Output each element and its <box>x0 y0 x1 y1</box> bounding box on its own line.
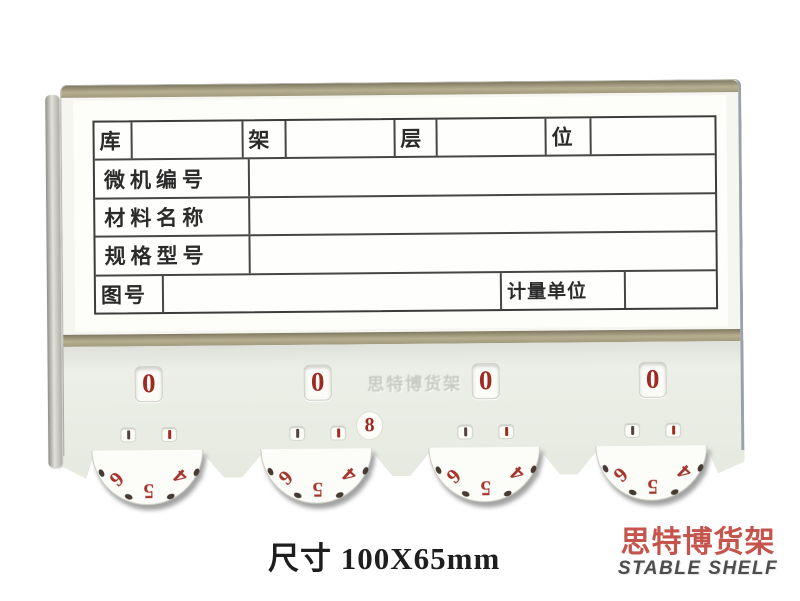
index-slot <box>499 424 514 439</box>
counter-section: 思特博货架 0 0 0 0 8 <box>62 340 745 457</box>
index-slot <box>121 428 136 442</box>
holder-body: 库 架 层 位 微机编号 <box>60 78 745 506</box>
label-frame: 库 架 层 位 微机编号 <box>60 78 744 347</box>
unit-label: 计量单位 <box>501 271 627 310</box>
index-slot <box>625 423 640 438</box>
cell-rack-label: 架 <box>243 120 287 158</box>
wheel-disc: 6 5 4 <box>595 445 708 502</box>
drawing-no-label: 图号 <box>95 275 165 313</box>
cell-position-label: 位 <box>546 118 592 156</box>
cell-layer-label: 层 <box>395 119 439 157</box>
edge-tab <box>541 451 596 474</box>
index-slot <box>290 426 305 440</box>
brand-logo: 思特博货架 STABLE SHELF <box>602 527 794 578</box>
counter-window-4: 0 <box>638 361 667 398</box>
cell-rack-value <box>286 120 396 158</box>
spec-model-value <box>250 232 715 272</box>
brand-name-english: STABLE SHELF <box>617 557 779 579</box>
counter-window-3: 0 <box>471 363 500 400</box>
label-table: 库 架 层 位 微机编号 <box>92 115 719 315</box>
thumb-wheel-3[interactable]: 6 5 4 <box>428 446 543 506</box>
wheel-digit: 6 <box>608 462 633 488</box>
wheel-digit: 4 <box>672 459 697 485</box>
table-row-location: 库 架 层 位 <box>94 117 715 162</box>
embossed-watermark: 思特博货架 <box>367 374 463 395</box>
wheel-disc: 6 5 4 <box>428 446 541 503</box>
drawing-no-value <box>163 272 503 313</box>
wheel-disc: 6 5 4 <box>260 448 373 505</box>
wheel-digit: 5 <box>143 479 155 504</box>
wheel-disc: 6 5 4 <box>91 449 204 506</box>
edge-tab <box>708 450 744 473</box>
index-slot <box>331 426 346 440</box>
cell-position-value <box>591 117 715 154</box>
index-slot <box>666 423 681 437</box>
wheel-digit: 5 <box>480 476 492 501</box>
wheel-digit: 4 <box>505 461 530 487</box>
computer-no-label: 微机编号 <box>94 159 251 198</box>
size-caption: 尺寸 100X65mm <box>268 541 501 576</box>
table-row-drawing-no: 图号 计量单位 <box>95 271 716 313</box>
table-row-material-name: 材料名称 <box>95 194 716 238</box>
brand-name-chinese: 思特博货架 <box>620 526 776 559</box>
cell-warehouse-label: 库 <box>94 122 134 160</box>
wheel-digit: 6 <box>441 464 466 489</box>
label-paper: 库 架 层 位 微机编号 <box>73 95 729 332</box>
wheel-digit: 6 <box>273 465 298 491</box>
extra-digit-window: 8 <box>356 412 383 440</box>
index-slot <box>458 425 473 439</box>
counter-window-1: 0 <box>134 366 163 403</box>
edge-tab <box>63 456 93 479</box>
material-name-label: 材料名称 <box>95 198 251 236</box>
counter-window-2: 0 <box>303 364 332 401</box>
wheel-digit: 5 <box>647 474 659 499</box>
cell-layer-value <box>437 118 547 157</box>
computer-no-value <box>250 156 715 196</box>
magnetic-label-holder: 库 架 层 位 微机编号 <box>44 78 750 517</box>
wheel-digit: 4 <box>337 462 362 488</box>
index-slot <box>162 427 177 442</box>
table-row-computer-no: 微机编号 <box>94 155 716 200</box>
table-row-spec-model: 规格型号 <box>95 232 716 277</box>
thumb-wheel-1[interactable]: 6 5 4 <box>91 449 206 509</box>
material-name-value <box>250 194 715 234</box>
wheel-digit: 4 <box>168 464 193 490</box>
unit-value <box>626 271 716 308</box>
wheel-digit: 5 <box>312 477 324 502</box>
thumb-wheel-2[interactable]: 6 5 4 <box>260 448 375 507</box>
thumb-wheel-4[interactable]: 6 5 4 <box>595 445 710 504</box>
wheel-digit: 6 <box>104 466 129 492</box>
cell-warehouse-value <box>132 121 244 159</box>
edge-tab <box>373 453 429 476</box>
spec-model-label: 规格型号 <box>95 236 251 275</box>
edge-tab <box>204 454 261 477</box>
